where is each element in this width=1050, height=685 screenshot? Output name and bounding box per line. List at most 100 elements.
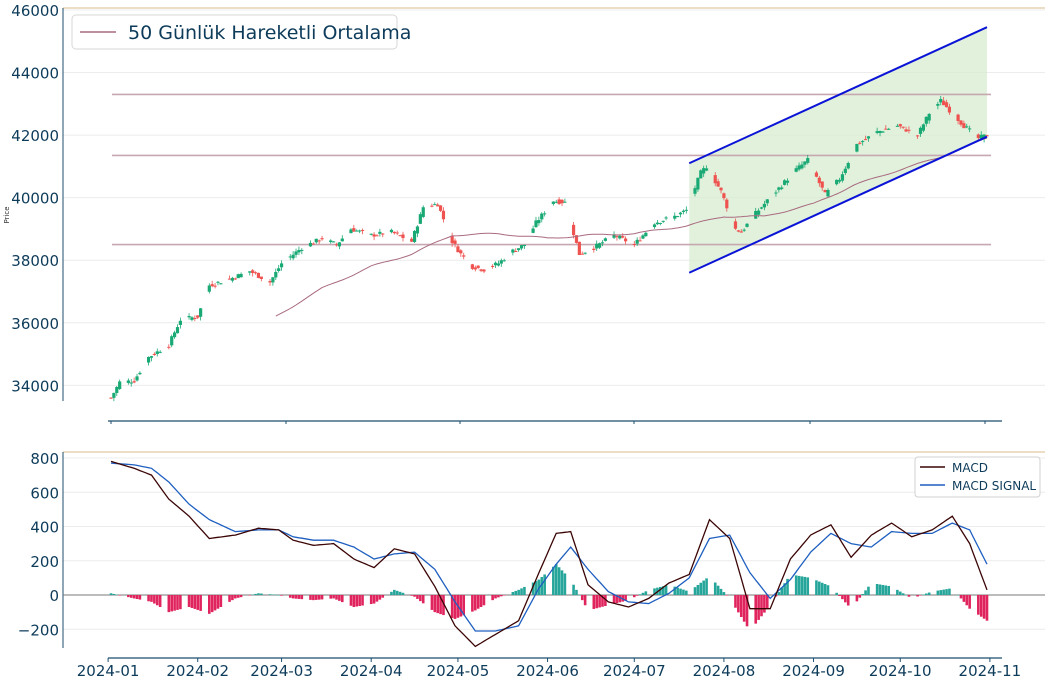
macd-histogram-bar	[858, 595, 862, 598]
x-tick-label: 2024-09	[782, 662, 845, 680]
candle-body	[681, 210, 686, 212]
candle-body	[820, 181, 824, 188]
x-tick-label: 2024-10	[869, 662, 932, 680]
macd-histogram-bar	[705, 578, 708, 595]
macd-histogram-bar	[800, 576, 804, 595]
candle-body	[693, 188, 697, 194]
macd-histogram-bar	[439, 595, 442, 615]
candle-body	[540, 213, 544, 220]
macd-histogram-bar	[820, 582, 824, 595]
candle-body	[279, 263, 284, 268]
candle-body	[800, 164, 804, 169]
moving-average-line	[275, 137, 988, 317]
price-legend-box	[71, 14, 398, 50]
macd-histogram-bar	[436, 595, 439, 614]
candle-body	[887, 128, 891, 130]
macd-histogram-bar	[841, 595, 844, 600]
candle-body	[736, 230, 740, 232]
macd-histogram-bar	[786, 578, 789, 595]
candle-body	[979, 134, 983, 139]
macd-histogram-bar	[765, 595, 769, 609]
macd-histogram-bar	[624, 595, 627, 601]
macd-histogram-bar	[595, 595, 599, 609]
candle-body	[470, 264, 474, 269]
candle-body	[719, 187, 723, 191]
candle-body	[256, 272, 261, 278]
candle-body	[213, 285, 217, 287]
macd-histogram-bar	[381, 595, 385, 598]
macd-histogram-bar	[884, 585, 888, 595]
macd-histogram-bar	[494, 595, 497, 599]
macd-histogram-bar	[297, 595, 301, 599]
macd-line	[110, 460, 988, 648]
candle-body	[493, 262, 498, 266]
candle-body	[395, 232, 399, 234]
candle-body	[641, 235, 645, 239]
macd-histogram-bar	[641, 592, 645, 595]
candle-body	[190, 317, 194, 320]
macd-histogram-bar	[482, 595, 486, 606]
candle-body	[207, 285, 211, 292]
macd-histogram-bar	[280, 595, 283, 596]
macd-histogram-bar	[335, 595, 338, 600]
macd-histogram-bar	[410, 595, 413, 596]
macd-histogram-bar	[552, 566, 555, 595]
macd-histogram-bar	[927, 592, 931, 595]
macd-histogram-bar	[679, 588, 682, 595]
macd-histogram-bar	[239, 595, 243, 598]
macd-y-tick-label: 800	[30, 450, 59, 468]
candle-body	[702, 168, 706, 174]
macd-y-tick-label: 0	[49, 587, 59, 605]
candle-body	[652, 224, 657, 228]
macd-histogram-bar	[936, 590, 940, 595]
signal-legend-label: MACD SIGNAL	[952, 479, 1036, 493]
candle-body	[704, 168, 709, 171]
candle-body	[895, 125, 899, 127]
macd-histogram-bar	[543, 574, 546, 595]
price-y-tick-label: 36000	[11, 315, 59, 333]
macd-histogram-bar	[138, 595, 142, 600]
candle-body	[433, 204, 437, 206]
macd-histogram-bar	[615, 595, 619, 604]
candle-body	[291, 254, 295, 259]
macd-histogram-bar	[563, 573, 567, 595]
macd-histogram-bar	[864, 590, 867, 595]
macd-histogram-bar	[716, 585, 720, 595]
macd-histogram-bar	[135, 595, 139, 599]
macd-histogram-bar	[797, 575, 801, 595]
candle-body	[713, 175, 717, 184]
candle-body	[658, 223, 662, 225]
macd-histogram-bar	[309, 595, 312, 600]
candle-body	[132, 381, 136, 383]
candle-body	[673, 215, 677, 219]
x-tick-label: 2024-07	[603, 662, 666, 680]
price-y-axis-label: Price	[3, 206, 11, 223]
candle-body	[684, 209, 688, 211]
candle-body	[780, 187, 784, 189]
candle-body	[901, 126, 905, 128]
macd-histogram-bar	[945, 589, 948, 595]
candle-body	[936, 103, 940, 106]
macd-histogram-bar	[511, 592, 515, 595]
macd-histogram-bar	[213, 595, 217, 611]
candle-body	[375, 235, 379, 237]
candle-body	[358, 230, 362, 232]
x-tick-label: 2024-02	[166, 662, 229, 680]
candle-body	[531, 228, 535, 233]
macd-histogram-bar	[861, 594, 864, 595]
candle-body	[146, 356, 151, 363]
candle-body	[774, 192, 778, 194]
macd-y-tick-label: 400	[30, 519, 59, 537]
macd-histogram-bar	[725, 595, 729, 596]
macd-histogram-bar	[473, 595, 477, 611]
macd-histogram-bar	[676, 587, 679, 595]
macd-histogram-bar	[815, 580, 818, 595]
macd-histogram-bar	[523, 586, 526, 595]
candle-body	[817, 177, 821, 184]
candle-body	[115, 387, 119, 393]
macd-histogram-bar	[453, 595, 457, 619]
macd-histogram-bar	[236, 595, 240, 598]
macd-histogram-bar	[355, 595, 359, 607]
x-tick-label: 2024-01	[77, 662, 140, 680]
macd-histogram-bar	[742, 595, 746, 622]
